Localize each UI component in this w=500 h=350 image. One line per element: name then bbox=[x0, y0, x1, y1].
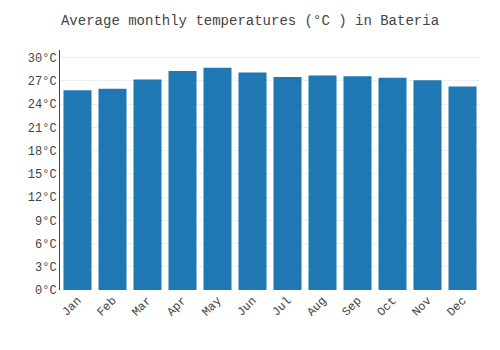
svg-text:0°C: 0°C bbox=[35, 284, 57, 298]
svg-text:Average monthly temperatures (: Average monthly temperatures (°C ) in Ba… bbox=[61, 13, 439, 29]
svg-text:Apr: Apr bbox=[164, 294, 189, 319]
svg-text:21°C: 21°C bbox=[28, 122, 57, 136]
svg-text:15°C: 15°C bbox=[28, 168, 57, 182]
svg-text:Nov: Nov bbox=[409, 294, 434, 319]
svg-text:Jul: Jul bbox=[269, 294, 294, 319]
svg-text:9°C: 9°C bbox=[35, 215, 57, 229]
svg-text:Oct: Oct bbox=[374, 294, 399, 319]
svg-text:18°C: 18°C bbox=[28, 145, 57, 159]
svg-text:6°C: 6°C bbox=[35, 238, 57, 252]
svg-text:Feb: Feb bbox=[94, 294, 119, 319]
svg-text:Sep: Sep bbox=[339, 294, 364, 319]
svg-text:Jan: Jan bbox=[59, 294, 84, 319]
svg-text:12°C: 12°C bbox=[28, 191, 57, 205]
svg-text:Jun: Jun bbox=[234, 294, 259, 319]
svg-text:3°C: 3°C bbox=[35, 261, 57, 275]
svg-text:27°C: 27°C bbox=[28, 75, 57, 89]
svg-text:30°C: 30°C bbox=[28, 52, 57, 66]
svg-text:Dec: Dec bbox=[444, 294, 469, 319]
svg-text:Aug: Aug bbox=[304, 294, 329, 319]
svg-text:May: May bbox=[199, 294, 224, 319]
svg-text:Mar: Mar bbox=[129, 294, 154, 319]
svg-text:24°C: 24°C bbox=[28, 98, 57, 112]
